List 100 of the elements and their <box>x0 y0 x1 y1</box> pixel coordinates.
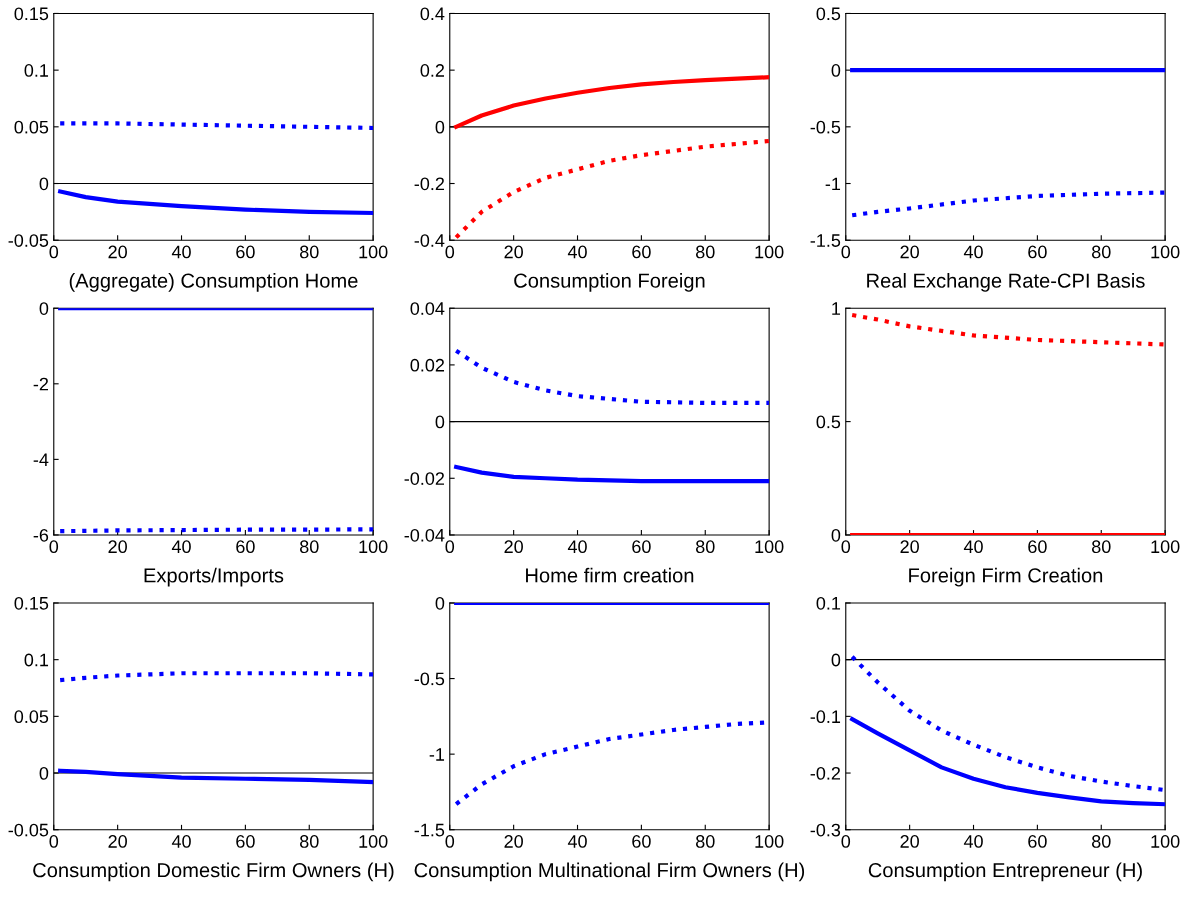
x-tick-label: 40 <box>171 540 191 554</box>
x-axis-title: Consumption Domestic Firm Owners (H) <box>33 862 394 882</box>
x-tick-label: 40 <box>963 540 983 554</box>
y-tick-label: 0 <box>39 177 49 191</box>
x-tick-label: 0 <box>445 245 455 259</box>
y-tick-label: -0.04 <box>404 528 445 542</box>
x-tick-label: 60 <box>1028 245 1047 259</box>
x-tick-label: 40 <box>171 835 191 848</box>
x-tick-label: 80 <box>1092 540 1111 554</box>
x-tick-label: 20 <box>108 540 127 554</box>
y-tick-label: -1 <box>429 748 445 761</box>
x-tick-label: 0 <box>841 835 851 848</box>
y-tick-label: 0 <box>435 415 445 429</box>
x-axis-title: Consumption Entrepreneur (H) <box>868 862 1142 882</box>
y-tick-label: 0.1 <box>816 596 841 610</box>
x-tick-label: 100 <box>755 540 784 554</box>
y-tick-label: 0 <box>39 302 49 315</box>
x-tick-label: 100 <box>755 245 784 259</box>
x-tick-label: 20 <box>504 835 523 848</box>
y-tick-label: 0.5 <box>816 7 841 21</box>
x-tick-label: 0 <box>49 540 59 554</box>
x-tick-label: 100 <box>755 835 784 848</box>
x-tick-label: 80 <box>696 245 715 259</box>
y-tick-label: -0.05 <box>8 234 49 247</box>
x-tick-label: 100 <box>359 835 388 848</box>
y-tick-label: -0.2 <box>810 766 841 780</box>
x-axis-title: Exports/Imports <box>144 567 284 587</box>
y-tick-label: 0 <box>435 596 445 610</box>
y-tick-label: -0.4 <box>414 234 445 247</box>
y-tick-label: 0.4 <box>420 7 445 21</box>
y-tick-label: 0 <box>435 120 445 134</box>
x-tick-label: 100 <box>1151 835 1180 848</box>
x-axis-title: Foreign Firm Creation <box>909 567 1103 587</box>
x-tick-label: 80 <box>1092 835 1111 848</box>
x-tick-label: 20 <box>504 245 523 259</box>
x-tick-label: 60 <box>632 245 651 259</box>
x-tick-label: 60 <box>1028 835 1047 848</box>
y-tick-label: -1 <box>825 177 841 191</box>
x-axis-title: Consumption Foreign <box>514 273 705 292</box>
y-tick-label: 0.05 <box>14 710 49 724</box>
x-tick-label: 60 <box>632 540 651 554</box>
x-tick-label: 40 <box>567 540 587 554</box>
x-tick-label: 100 <box>359 540 388 554</box>
x-tick-label: 80 <box>300 835 319 848</box>
x-tick-label: 80 <box>1092 245 1111 259</box>
y-tick-label: 0.2 <box>420 64 445 77</box>
x-tick-label: 20 <box>504 540 523 554</box>
x-tick-label: 60 <box>236 245 255 259</box>
x-tick-label: 60 <box>632 835 651 848</box>
x-tick-label: 40 <box>567 835 587 848</box>
y-tick-label: -0.5 <box>810 120 841 134</box>
y-tick-label: 0.05 <box>14 120 49 134</box>
x-axis-title: (Aggregate) Consumption Home <box>69 273 358 292</box>
y-tick-label: 0 <box>39 766 49 780</box>
x-tick-label: 80 <box>696 835 715 848</box>
y-tick-label: -0.1 <box>810 710 841 724</box>
y-tick-label: -1.5 <box>414 823 445 837</box>
x-tick-label: 0 <box>49 245 59 259</box>
x-tick-label: 20 <box>108 245 127 259</box>
x-tick-label: 20 <box>900 245 919 259</box>
y-tick-label: -6 <box>33 528 49 542</box>
x-axis-title: Consumption Multinational Firm Owners (H) <box>414 862 805 882</box>
x-tick-label: 80 <box>696 540 715 554</box>
y-tick-label: 0 <box>831 528 841 542</box>
y-tick-label: 0.04 <box>410 302 445 315</box>
x-tick-label: 60 <box>236 540 255 554</box>
y-tick-label: -4 <box>33 453 49 466</box>
y-tick-label: 0 <box>831 64 841 77</box>
x-tick-label: 40 <box>963 835 983 848</box>
y-tick-label: -0.3 <box>810 823 841 837</box>
y-tick-label: 0.5 <box>816 415 841 429</box>
x-tick-label: 80 <box>300 245 319 259</box>
x-tick-label: 100 <box>359 245 388 259</box>
y-tick-label: 0.1 <box>24 64 49 77</box>
y-tick-label: 0.15 <box>14 7 49 21</box>
y-tick-label: -2 <box>33 377 49 391</box>
x-axis-title: Real Exchange Rate-CPI Basis <box>867 273 1145 292</box>
x-tick-label: 40 <box>171 245 191 259</box>
x-tick-label: 20 <box>108 835 127 848</box>
y-tick-label: 0 <box>831 653 841 667</box>
x-tick-label: 60 <box>1028 540 1047 554</box>
y-tick-label: -0.02 <box>404 472 445 485</box>
x-tick-label: 20 <box>900 540 919 554</box>
x-tick-label: 80 <box>300 540 319 554</box>
x-axis-title: Home firm creation <box>526 567 694 583</box>
x-tick-label: 0 <box>445 835 455 848</box>
y-tick-label: -0.2 <box>414 177 445 191</box>
x-tick-label: 100 <box>1151 245 1180 259</box>
x-tick-label: 0 <box>841 540 851 554</box>
x-tick-label: 40 <box>567 245 587 259</box>
y-tick-label: 0.02 <box>410 358 445 372</box>
y-tick-label: 0.15 <box>14 596 49 610</box>
y-tick-label: -0.05 <box>8 823 49 837</box>
x-tick-label: 100 <box>1151 540 1180 554</box>
y-tick-label: 1 <box>832 302 841 315</box>
y-tick-label: -1.5 <box>810 234 841 247</box>
x-tick-label: 60 <box>236 835 255 848</box>
x-tick-label: 20 <box>900 835 919 848</box>
y-tick-label: 0.1 <box>24 653 49 667</box>
x-tick-label: 40 <box>963 245 983 259</box>
